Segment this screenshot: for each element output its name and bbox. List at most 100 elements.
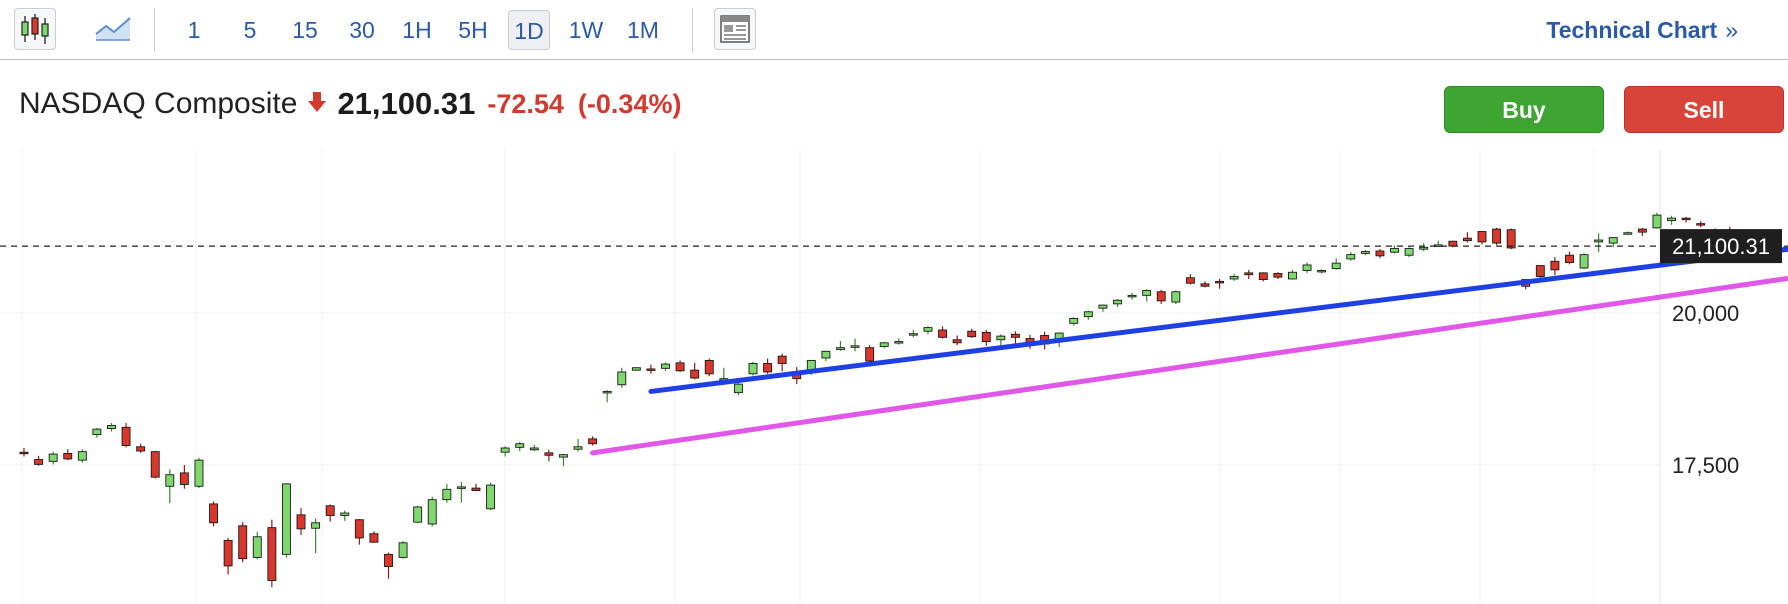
candle-body [1142, 290, 1152, 296]
candle-body [413, 506, 423, 523]
price-axis-label: 20,000 [1672, 301, 1739, 326]
candle-body [384, 553, 393, 567]
chart-toolbar: 1 5 15 30 1H 5H 1D 1W 1M Technical Chart… [0, 0, 1788, 60]
candle-body [19, 451, 29, 455]
candles-group [19, 212, 1788, 588]
candle-body [952, 339, 962, 344]
interval-1m[interactable]: 1M [627, 17, 659, 43]
candle-body [529, 447, 539, 451]
candle-body [602, 390, 612, 394]
candle-body [1652, 214, 1662, 229]
candle-body [1069, 318, 1079, 324]
candle-body [617, 371, 627, 386]
buy-button[interactable]: Buy [1444, 86, 1604, 133]
candle-body [748, 363, 758, 375]
candle-body [938, 329, 947, 338]
candle-body [1608, 237, 1618, 244]
area-chart-icon[interactable] [92, 8, 134, 50]
candle-body [1302, 264, 1312, 271]
candle-body [1667, 217, 1676, 222]
interval-5[interactable]: 5 [243, 17, 257, 43]
candle-body [1623, 232, 1633, 235]
candle-body [1492, 228, 1502, 244]
candle-body [777, 355, 787, 364]
interval-1w[interactable]: 1W [568, 17, 604, 43]
candle-body [77, 451, 87, 461]
candle-body [267, 527, 277, 581]
candle-body [763, 363, 773, 373]
candle-body [252, 536, 262, 558]
candle-body [1317, 269, 1327, 273]
candle-body [150, 451, 160, 478]
candle-body [1346, 254, 1356, 260]
candle-body [427, 499, 437, 525]
candle-body [923, 327, 933, 332]
candle-body [661, 363, 670, 369]
candle-body [398, 542, 408, 558]
candle-body [544, 452, 554, 456]
price-chart[interactable]: 17,500 20,000 21,100.31 [0, 150, 1788, 604]
toolbar-divider [692, 8, 693, 52]
candle-body [836, 347, 845, 350]
interval-15[interactable]: 15 [292, 17, 318, 43]
interval-1[interactable]: 1 [187, 17, 201, 43]
candle-body [486, 484, 496, 510]
candle-body [121, 426, 131, 446]
candle-body [34, 459, 44, 465]
candle-body [340, 512, 350, 516]
current-price-badge [1660, 229, 1782, 264]
candle-body [1375, 250, 1385, 257]
interval-5h[interactable]: 5H [458, 17, 488, 43]
last-price: 21,100.31 [337, 86, 476, 121]
chevron-right-icon: » [1725, 17, 1738, 43]
quote-header: NASDAQ Composite 21,100.31 -72.54 (-0.34… [19, 82, 681, 126]
candle-body [136, 446, 146, 452]
candle-body [1229, 276, 1239, 280]
sell-button[interactable]: Sell [1624, 86, 1784, 133]
candle-body [879, 342, 889, 347]
candle-body [1010, 333, 1020, 338]
technical-chart-label: Technical Chart [1546, 17, 1718, 43]
candle-body [63, 452, 73, 460]
candle-body [1579, 254, 1589, 269]
candle-body [1637, 228, 1647, 233]
interval-1h[interactable]: 1H [402, 17, 432, 43]
candle-body [850, 345, 860, 348]
current-price-label: 21,100.31 [1672, 234, 1770, 259]
instrument-name: NASDAQ Composite [19, 87, 298, 120]
candle-body [442, 488, 452, 501]
candle-body [1258, 272, 1268, 281]
interval-30[interactable]: 30 [349, 17, 375, 43]
candle-body [675, 362, 685, 372]
candle-body [573, 446, 583, 450]
candle-body [821, 350, 831, 359]
candlestick-icon[interactable] [14, 8, 56, 50]
candle-body [311, 522, 321, 529]
candle-body [588, 438, 598, 445]
interval-1d[interactable]: 1D [508, 10, 550, 50]
candle-body [92, 428, 102, 436]
candle-body [981, 332, 991, 343]
candle-body [1244, 272, 1254, 276]
candle-body [631, 367, 641, 371]
candle-body [908, 333, 918, 336]
price-change: -72.54 [487, 88, 564, 119]
candle-body [165, 474, 175, 487]
candle-body [894, 341, 904, 344]
trendline [648, 246, 1788, 394]
candle-body [559, 454, 568, 458]
candle-body [1127, 294, 1137, 298]
candle-body [1156, 291, 1166, 302]
price-axis-label: 17,500 [1672, 453, 1739, 478]
candle-body [967, 330, 977, 338]
layout-icon[interactable] [714, 8, 756, 50]
candle-body [1535, 265, 1545, 277]
technical-chart-link[interactable]: Technical Chart » [1546, 10, 1738, 50]
candle-body [690, 369, 700, 379]
candle-body [194, 459, 204, 487]
candle-body [238, 525, 248, 560]
candle-body [1360, 251, 1370, 254]
candle-body [1565, 254, 1574, 263]
candle-body [1200, 283, 1210, 287]
candle-body [1331, 262, 1341, 270]
